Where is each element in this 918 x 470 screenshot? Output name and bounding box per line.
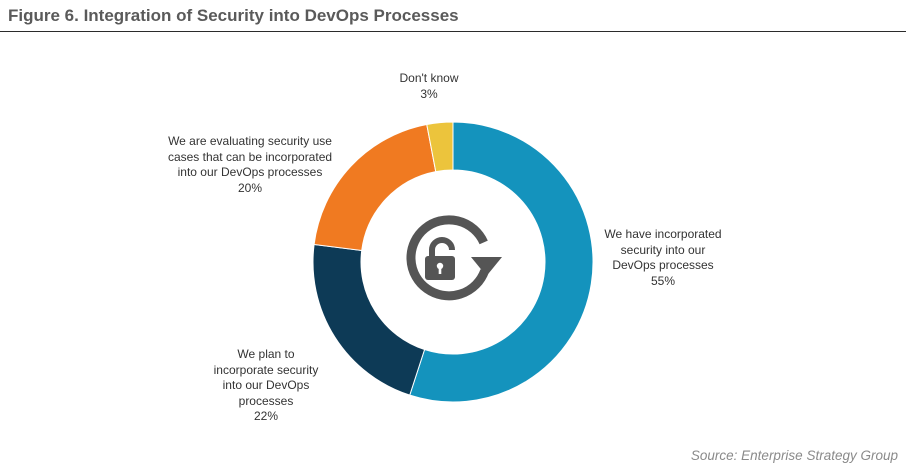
slice-value-label: 3%: [420, 86, 438, 101]
title-divider: [0, 31, 906, 32]
slice-label-line: into our DevOps processes: [177, 165, 323, 179]
slice-label-line: Don't know: [399, 71, 459, 85]
slice-label-dont-know: Don't know 3%: [384, 71, 474, 102]
slice-label-line: cases that can be incorporated: [167, 149, 333, 164]
slice-label-line: We are evaluating security use: [168, 134, 332, 148]
source-note: Source: Enterprise Strategy Group: [690, 448, 898, 463]
slice-value-label: 22%: [253, 409, 279, 423]
slice-value-label: 55%: [650, 273, 676, 288]
slice-incorporated: [409, 121, 594, 403]
figure-title: Figure 6. Integration of Security into D…: [8, 6, 459, 25]
slice-label-plan: We plan to incorporate security into our…: [206, 347, 326, 425]
slice-label-line: DevOps processes: [612, 258, 714, 272]
slice-label-line: into our DevOps: [222, 378, 310, 392]
slice-label-line: We have incorporated: [604, 227, 722, 241]
slice-label-incorporated: We have incorporated security into our D…: [598, 227, 728, 289]
slice-label-line: We plan to: [237, 347, 295, 361]
slice-value-label: 20%: [237, 180, 263, 195]
donut-slices: [312, 121, 594, 403]
unlock-rotate-icon: [406, 215, 502, 301]
slice-label-line: processes: [238, 393, 294, 408]
slice-label-line: incorporate security: [213, 362, 319, 377]
slice-label-line: security into our: [620, 242, 706, 257]
slice-dont-know: [426, 121, 454, 173]
slice-label-evaluating: We are evaluating security use cases tha…: [160, 134, 340, 196]
